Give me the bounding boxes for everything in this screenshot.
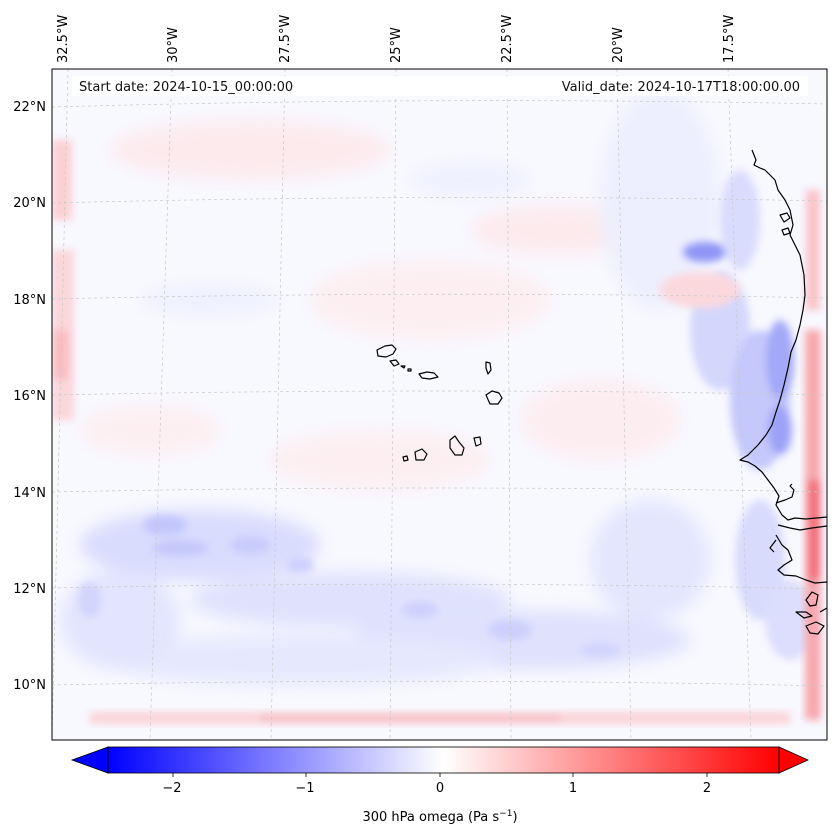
lat-label-16n: 16°N bbox=[13, 389, 46, 404]
cape-verde-islands bbox=[376, 344, 503, 462]
coastlines bbox=[739, 149, 827, 635]
map-panel: Start date: 2024-10-15_00:00:00 Valid_da… bbox=[51, 68, 828, 741]
colorbar-tick-1: 1 bbox=[569, 781, 577, 796]
colorbar: −2 −1 0 1 2 300 hPa omega (Pa s−1) bbox=[70, 746, 809, 825]
colorbar-title: 300 hPa omega (Pa s−1) bbox=[362, 809, 517, 825]
colorbar-body bbox=[108, 747, 779, 773]
header-box bbox=[72, 76, 808, 96]
lon-label-25w: 25°W bbox=[389, 27, 404, 63]
longitude-labels: 32.5°W 30°W 27.5°W 25°W 22.5°W 20°W 17.5… bbox=[56, 15, 737, 63]
colorbar-title-main: 300 hPa omega (Pa s bbox=[362, 810, 499, 825]
colorbar-title-end: ) bbox=[512, 810, 517, 825]
lat-label-10n: 10°N bbox=[13, 678, 46, 693]
lat-label-22n: 22°N bbox=[13, 100, 46, 115]
colorbar-tick-neg2: −2 bbox=[162, 781, 181, 796]
valid-date-label: Valid_date: 2024-10-17T18:00:00.00 bbox=[562, 80, 800, 95]
colorbar-tick-neg1: −1 bbox=[295, 781, 314, 796]
lon-label-20w: 20°W bbox=[611, 27, 626, 63]
lon-label-22-5w: 22.5°W bbox=[500, 15, 515, 63]
africa-coastline bbox=[739, 149, 827, 521]
start-date-label: Start date: 2024-10-15_00:00:00 bbox=[79, 80, 293, 95]
latitude-labels: 22°N 20°N 18°N 16°N 14°N 12°N 10°N bbox=[13, 100, 46, 693]
colorbar-extend-max bbox=[778, 746, 809, 774]
colorbar-title-sup: −1 bbox=[499, 809, 512, 819]
map-frame bbox=[51, 68, 828, 741]
colorbar-tick-0: 0 bbox=[436, 781, 444, 796]
lat-label-18n: 18°N bbox=[13, 293, 46, 308]
lon-label-32-5w: 32.5°W bbox=[56, 15, 71, 63]
lat-label-20n: 20°N bbox=[13, 196, 46, 211]
lat-label-12n: 12°N bbox=[13, 582, 46, 597]
colorbar-extend-min bbox=[70, 746, 109, 774]
lon-label-27-5w: 27.5°W bbox=[278, 15, 293, 63]
lat-label-14n: 14°N bbox=[13, 486, 46, 501]
omega-field bbox=[52, 90, 821, 724]
lon-label-30w: 30°W bbox=[166, 27, 181, 63]
colorbar-tick-2: 2 bbox=[703, 781, 711, 796]
lon-label-17-5w: 17.5°W bbox=[722, 15, 737, 63]
graticule bbox=[52, 69, 827, 740]
